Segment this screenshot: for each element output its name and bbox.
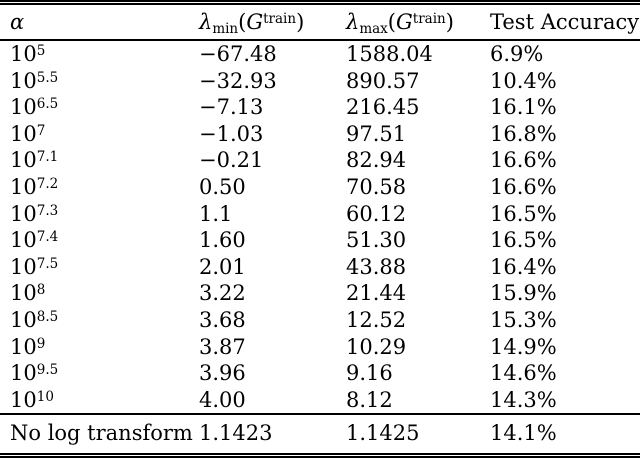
lambda-min-value: 1.1423	[199, 421, 273, 446]
test-accuracy-value: 16.6%	[490, 148, 557, 173]
table-row: 107.4 1.60 51.30 16.5%	[0, 227, 640, 254]
lambda-min-value: 3.68	[199, 307, 246, 332]
alpha-value: 107.5	[10, 254, 59, 279]
lambda-min-value: 2.01	[199, 254, 246, 279]
alpha-value: 108	[10, 281, 46, 306]
lambda-max-value: 890.57	[346, 68, 420, 93]
test-accuracy-value: 15.3%	[490, 307, 557, 332]
lambda-max-value: 12.52	[346, 307, 407, 332]
table-row: 109.5 3.96 9.16 14.6%	[0, 360, 640, 387]
header-test-accuracy: Test Accuracy	[490, 10, 640, 34]
table-row: 108.5 3.68 12.52 15.3%	[0, 307, 640, 334]
header-lambda-max: λmax(Gtrain)	[346, 10, 454, 37]
alpha-value: 107	[10, 121, 46, 146]
table-header-row: α λmin(Gtrain) λmax(Gtrain) Test Accurac…	[0, 5, 640, 39]
table-footer-row: No log transform 1.1423 1.1425 14.1%	[0, 415, 640, 453]
no-log-transform-label: No log transform	[10, 421, 193, 446]
test-accuracy-value: 14.3%	[490, 387, 557, 412]
lambda-min-value: 3.87	[199, 334, 246, 359]
lambda-max-value: 97.51	[346, 121, 407, 146]
lambda-max-value: 216.45	[346, 95, 420, 120]
table-row: 107 −1.03 97.51 16.8%	[0, 121, 640, 148]
header-lambda-min: λmin(Gtrain)	[199, 10, 305, 37]
lambda-min-value: 0.50	[199, 174, 246, 199]
lambda-min-value: −1.03	[199, 121, 264, 146]
table-top-rule	[0, 0, 640, 5]
lambda-max-value: 82.94	[346, 148, 407, 173]
test-accuracy-value: 16.1%	[490, 95, 557, 120]
header-alpha: α	[10, 10, 25, 34]
table-row: 109 3.87 10.29 14.9%	[0, 334, 640, 361]
alpha-value: 1010	[10, 387, 54, 412]
test-accuracy-value: 16.4%	[490, 254, 557, 279]
alpha-value: 106.5	[10, 95, 59, 120]
table-row: 107.3 1.1 60.12 16.5%	[0, 201, 640, 228]
lambda-max-value: 1588.04	[346, 42, 433, 66]
test-accuracy-value: 15.9%	[490, 281, 557, 306]
footer-divider-rule	[0, 413, 640, 416]
lambda-min-value: 3.96	[199, 361, 246, 386]
lambda-max-value: 43.88	[346, 254, 407, 279]
alpha-value: 109	[10, 334, 46, 359]
table-bottom-rule	[0, 452, 640, 458]
test-accuracy-value: 14.9%	[490, 334, 557, 359]
test-accuracy-value: 16.6%	[490, 174, 557, 199]
lambda-max-value: 1.1425	[346, 421, 420, 446]
table-row: 105.5 −32.93 890.57 10.4%	[0, 68, 640, 95]
test-accuracy-value: 16.8%	[490, 121, 557, 146]
lambda-max-value: 60.12	[346, 201, 407, 226]
lambda-min-value: −0.21	[199, 148, 264, 173]
alpha-value: 107.2	[10, 174, 59, 199]
table-row: 107.5 2.01 43.88 16.4%	[0, 254, 640, 281]
alpha-value: 107.3	[10, 201, 59, 226]
lambda-min-value: 4.00	[199, 387, 246, 412]
lambda-min-value: −32.93	[199, 68, 277, 93]
test-accuracy-value: 14.1%	[490, 421, 557, 446]
lambda-min-value: 1.1	[199, 201, 233, 226]
alpha-value: 107.4	[10, 228, 59, 253]
test-accuracy-value: 16.5%	[490, 201, 557, 226]
alpha-value: 107.1	[10, 148, 59, 173]
table-row: 108 3.22 21.44 15.9%	[0, 280, 640, 307]
table-row: 107.2 0.50 70.58 16.6%	[0, 174, 640, 201]
test-accuracy-value: 16.5%	[490, 228, 557, 253]
table-row: 107.1 −0.21 82.94 16.6%	[0, 147, 640, 174]
lambda-max-value: 10.29	[346, 334, 407, 359]
alpha-value: 108.5	[10, 307, 59, 332]
lambda-max-value: 8.12	[346, 387, 393, 412]
test-accuracy-value: 14.6%	[490, 361, 557, 386]
lambda-max-value: 70.58	[346, 174, 407, 199]
lambda-min-value: −67.48	[199, 42, 277, 66]
lambda-max-value: 9.16	[346, 361, 393, 386]
test-accuracy-value: 10.4%	[490, 68, 557, 93]
lambda-max-value: 21.44	[346, 281, 407, 306]
alpha-value: 105.5	[10, 68, 59, 93]
table-row: 105 −67.48 1588.04 6.9%	[0, 41, 640, 68]
lambda-min-value: −7.13	[199, 95, 264, 120]
table-row: 106.5 −7.13 216.45 16.1%	[0, 94, 640, 121]
test-accuracy-value: 6.9%	[490, 42, 544, 66]
header-divider-rule	[0, 39, 640, 41]
lambda-max-value: 51.30	[346, 228, 407, 253]
alpha-value: 109.5	[10, 361, 59, 386]
table-row: 1010 4.00 8.12 14.3%	[0, 387, 640, 414]
alpha-value: 105	[10, 42, 46, 66]
lambda-min-value: 1.60	[199, 228, 246, 253]
lambda-min-value: 3.22	[199, 281, 246, 306]
